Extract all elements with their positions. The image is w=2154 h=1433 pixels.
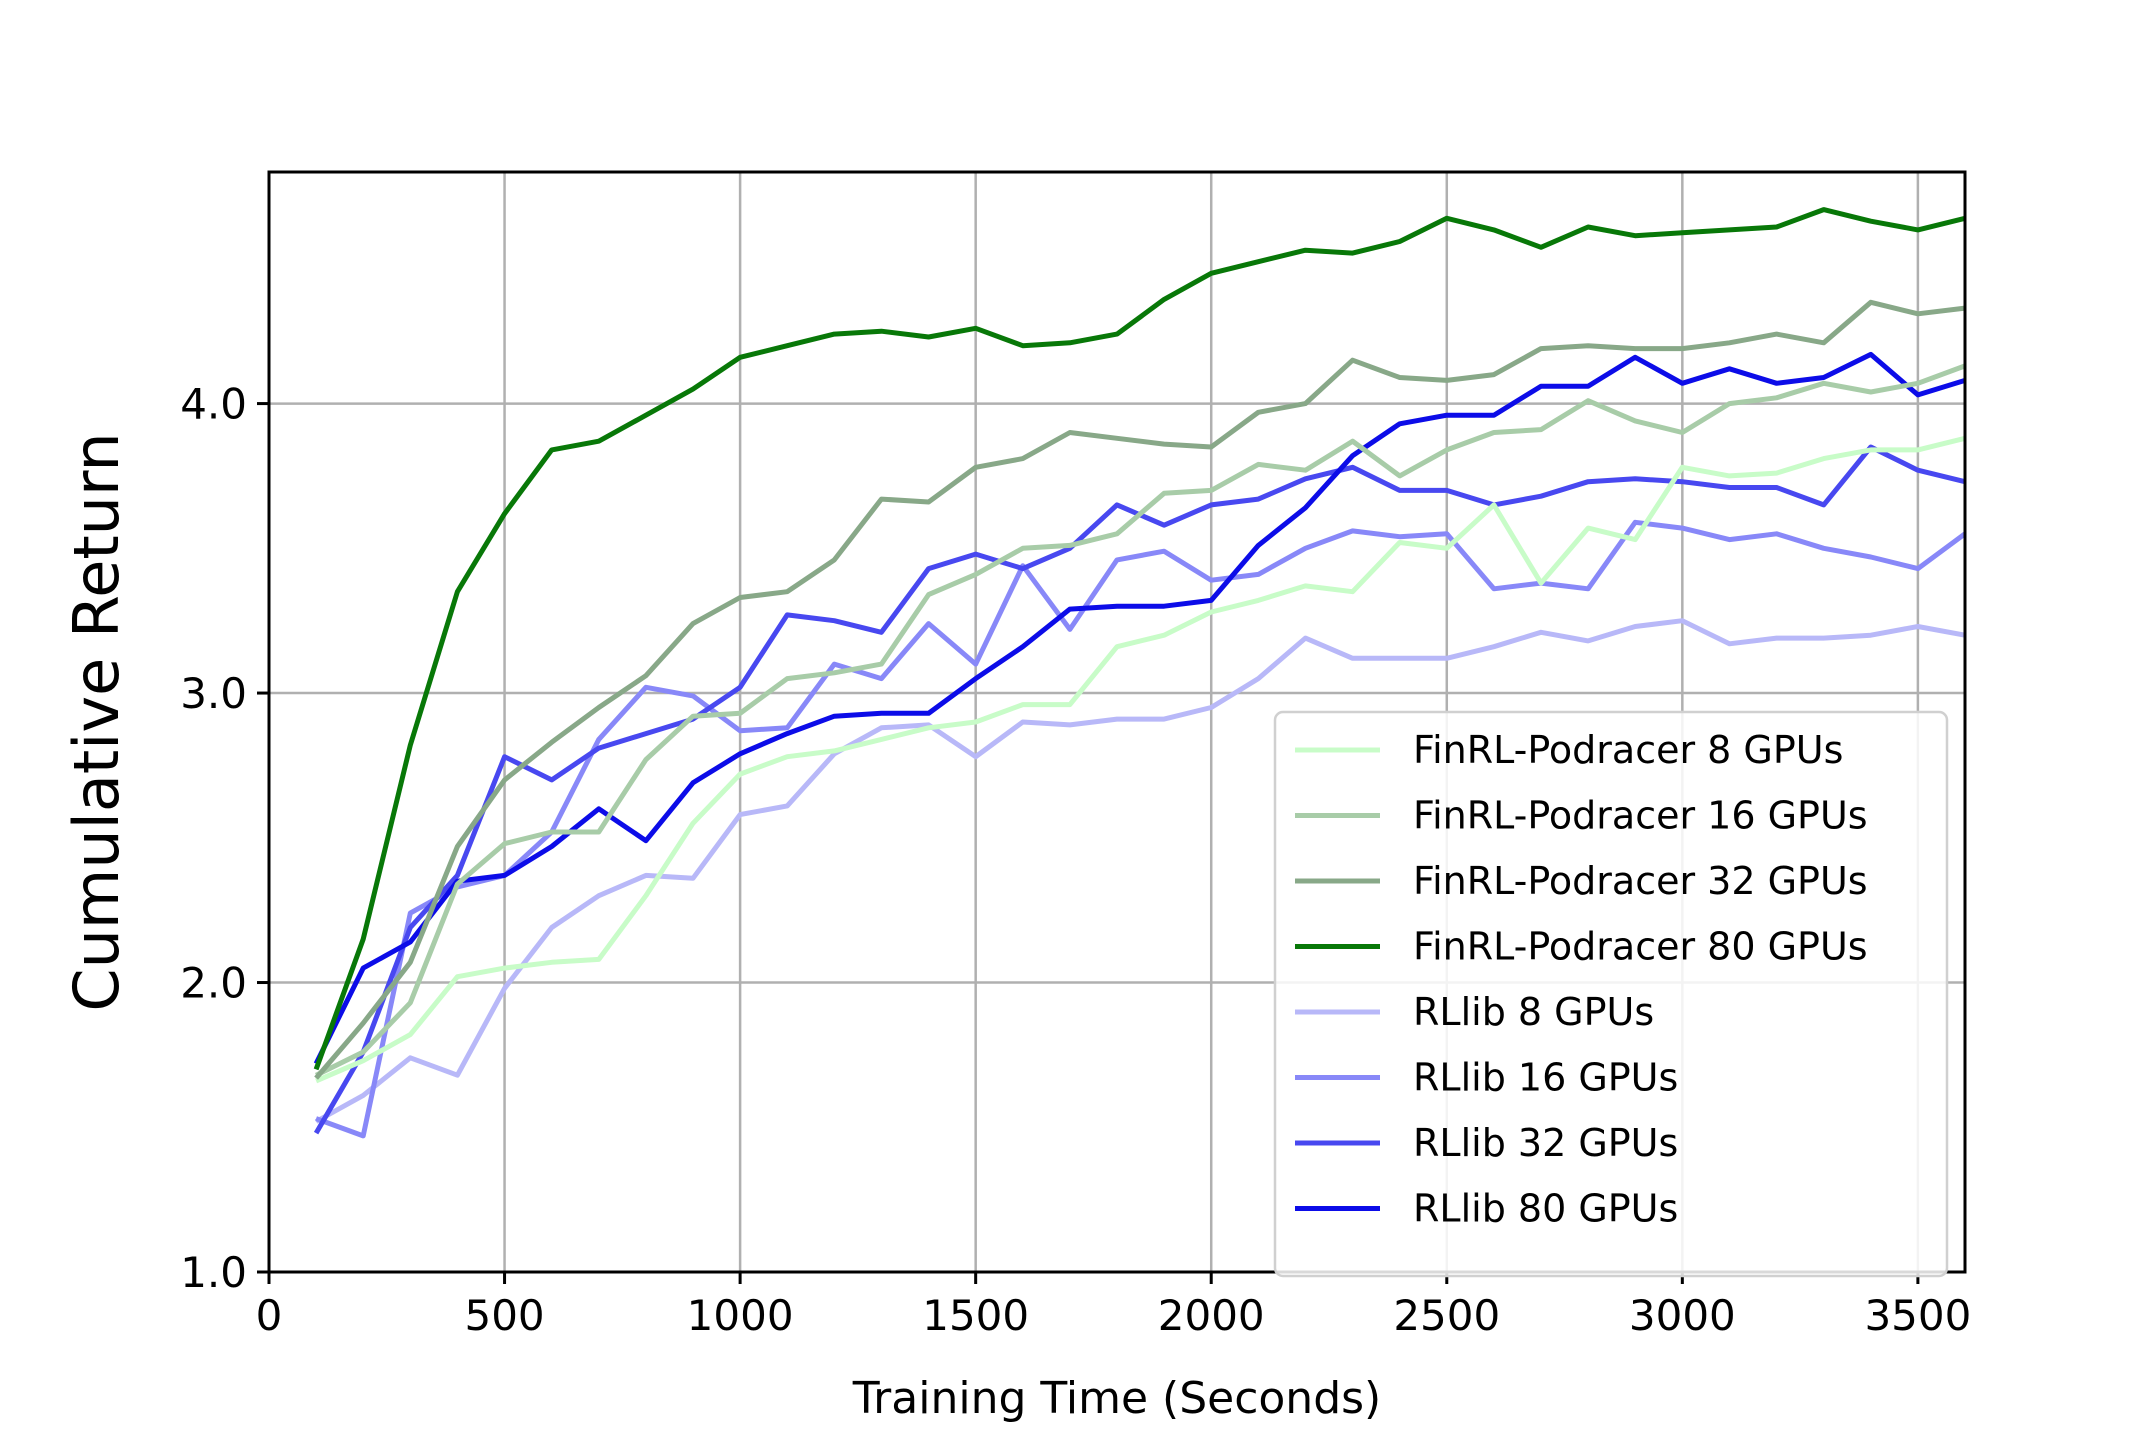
series-line-7 — [313, 351, 1966, 1065]
x-tick-label: 3500 — [1864, 1291, 1971, 1340]
y-axis-label: Cumulative Return — [60, 432, 133, 1011]
x-tick-label: 2000 — [1158, 1291, 1265, 1340]
y-tick-label: 4.0 — [180, 380, 247, 429]
axis-ticks: 0 500 1000 1500 2000 2500 3000 3500 1.0 2.0 3.0 4.0 — [180, 380, 1971, 1340]
series-layer — [313, 207, 1967, 1139]
y-tick-label: 3.0 — [180, 669, 247, 718]
series-line-1 — [314, 363, 1966, 1078]
legend-label: RLlib 16 GPUs — [1413, 1056, 1678, 1100]
x-tick-label: 1000 — [687, 1291, 794, 1340]
legend: FinRL-Podracer 8 GPUs FinRL-Podracer 16 G… — [1273, 710, 1949, 1278]
x-tick-label: 3000 — [1629, 1291, 1736, 1340]
x-axis-label: Training Time (Seconds) — [852, 1373, 1381, 1424]
y-tick-label: 1.0 — [180, 1248, 247, 1297]
series-line-0 — [315, 435, 1966, 1084]
x-tick-label: 0 — [256, 1291, 283, 1340]
x-tick-label: 1500 — [922, 1291, 1029, 1340]
plot-frame — [267, 170, 1967, 1274]
legend-box — [1273, 710, 1949, 1278]
legend-label: RLlib 8 GPUs — [1413, 990, 1654, 1034]
legend-label: FinRL-Podracer 32 GPUs — [1413, 859, 1868, 903]
series-line-2 — [314, 299, 1966, 1080]
legend-label: FinRL-Podracer 80 GPUs — [1413, 925, 1868, 969]
series-line-3 — [313, 207, 1966, 1071]
legend-label: RLlib 80 GPUs — [1413, 1187, 1678, 1231]
legend-label: FinRL-Podracer 8 GPUs — [1413, 728, 1843, 772]
legend-label: FinRL-Podracer 16 GPUs — [1413, 794, 1868, 838]
legend-label: RLlib 32 GPUs — [1413, 1121, 1678, 1165]
series-line-4 — [314, 618, 1966, 1124]
x-tick-label: 2500 — [1393, 1291, 1500, 1340]
y-tick-label: 2.0 — [180, 959, 247, 1008]
x-tick-label: 500 — [464, 1291, 544, 1340]
